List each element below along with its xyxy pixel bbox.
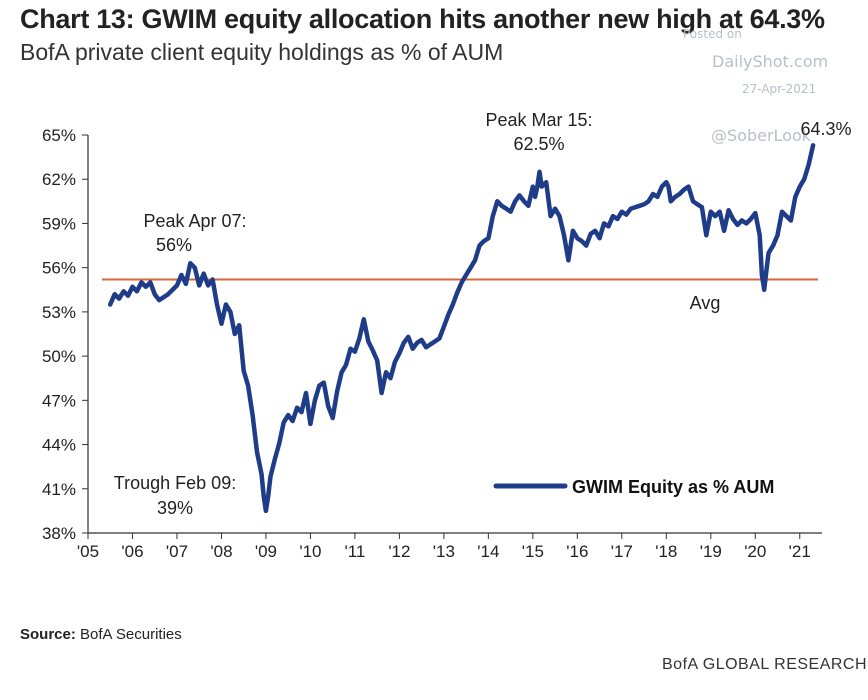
y-tick-label: 38%	[42, 524, 76, 543]
watermark-posted-on: Posted on	[683, 27, 742, 41]
legend: GWIM Equity as % AUM	[493, 477, 774, 497]
watermark-date: 27-Apr-2021	[742, 82, 817, 96]
chart-title: Chart 13: GWIM equity allocation hits an…	[20, 4, 825, 34]
annotation-peak-mar15-line2: 62.5%	[513, 134, 564, 154]
source-label: Source:	[20, 626, 76, 643]
annotation-trough-feb09-line1: Trough Feb 09:	[114, 473, 236, 493]
x-tick-label: '13	[433, 542, 455, 561]
x-tick-label: '08	[210, 542, 232, 561]
line-chart: 65% 62% 59% 56% 53% 50% 47% 44% 41% 38% '05 '06 '07…	[42, 110, 852, 561]
source-text: BofA Securities	[80, 626, 182, 643]
x-tick-label: '19	[700, 542, 722, 561]
x-tick-label: '09	[255, 542, 277, 561]
y-tick-label: 65%	[42, 126, 76, 145]
x-axis-ticks: '05 '06 '07 '08 '09 '10 '11 '12 '13 '14 '15 '16 '17 '…	[77, 533, 811, 561]
y-tick-label: 53%	[42, 303, 76, 322]
x-tick-label: '06	[121, 542, 143, 561]
annotation-trough-feb09-line2: 39%	[157, 498, 193, 518]
annotation-peak-mar15-line1: Peak Mar 15:	[485, 110, 592, 130]
y-tick-label: 59%	[42, 214, 76, 233]
x-tick-label: '07	[166, 542, 188, 561]
y-tick-label: 50%	[42, 347, 76, 366]
watermark-site: DailyShot.com	[712, 52, 829, 71]
watermark-handle: @SoberLook	[711, 126, 811, 145]
x-tick-label: '21	[789, 542, 811, 561]
annotation-avg-label: Avg	[690, 293, 721, 313]
legend-label: GWIM Equity as % AUM	[572, 477, 774, 497]
y-tick-label: 41%	[42, 480, 76, 499]
x-tick-label: '15	[522, 542, 544, 561]
brand-footer: BofA GLOBAL RESEARCH	[662, 656, 868, 673]
chart-subtitle: BofA private client equity holdings as %…	[20, 39, 504, 65]
y-tick-label: 47%	[42, 391, 76, 410]
annotation-latest-value: 64.3%	[800, 119, 851, 139]
chart-axes	[87, 135, 822, 534]
y-tick-label: 56%	[42, 259, 76, 278]
x-tick-label: '14	[477, 542, 499, 561]
x-tick-label: '11	[344, 542, 365, 561]
x-tick-label: '17	[611, 542, 633, 561]
x-tick-label: '18	[655, 542, 677, 561]
source-note: Source: BofA Securities	[20, 626, 182, 643]
annotation-peak-apr07-line2: 56%	[156, 235, 192, 255]
series-group	[107, 143, 816, 514]
x-tick-label: '16	[566, 542, 588, 561]
y-tick-label: 44%	[42, 436, 76, 455]
series-line	[107, 143, 816, 514]
x-tick-label: '12	[388, 542, 410, 561]
y-tick-label: 62%	[42, 170, 76, 189]
annotations: Peak Apr 07: 56% Trough Feb 09: 39% Peak…	[114, 110, 852, 518]
x-tick-label: '10	[299, 542, 321, 561]
x-tick-label: '05	[77, 542, 99, 561]
annotation-peak-apr07-line1: Peak Apr 07:	[143, 211, 246, 231]
y-axis-ticks: 65% 62% 59% 56% 53% 50% 47% 44% 41% 38%	[42, 126, 88, 543]
x-tick-label: '20	[744, 542, 766, 561]
